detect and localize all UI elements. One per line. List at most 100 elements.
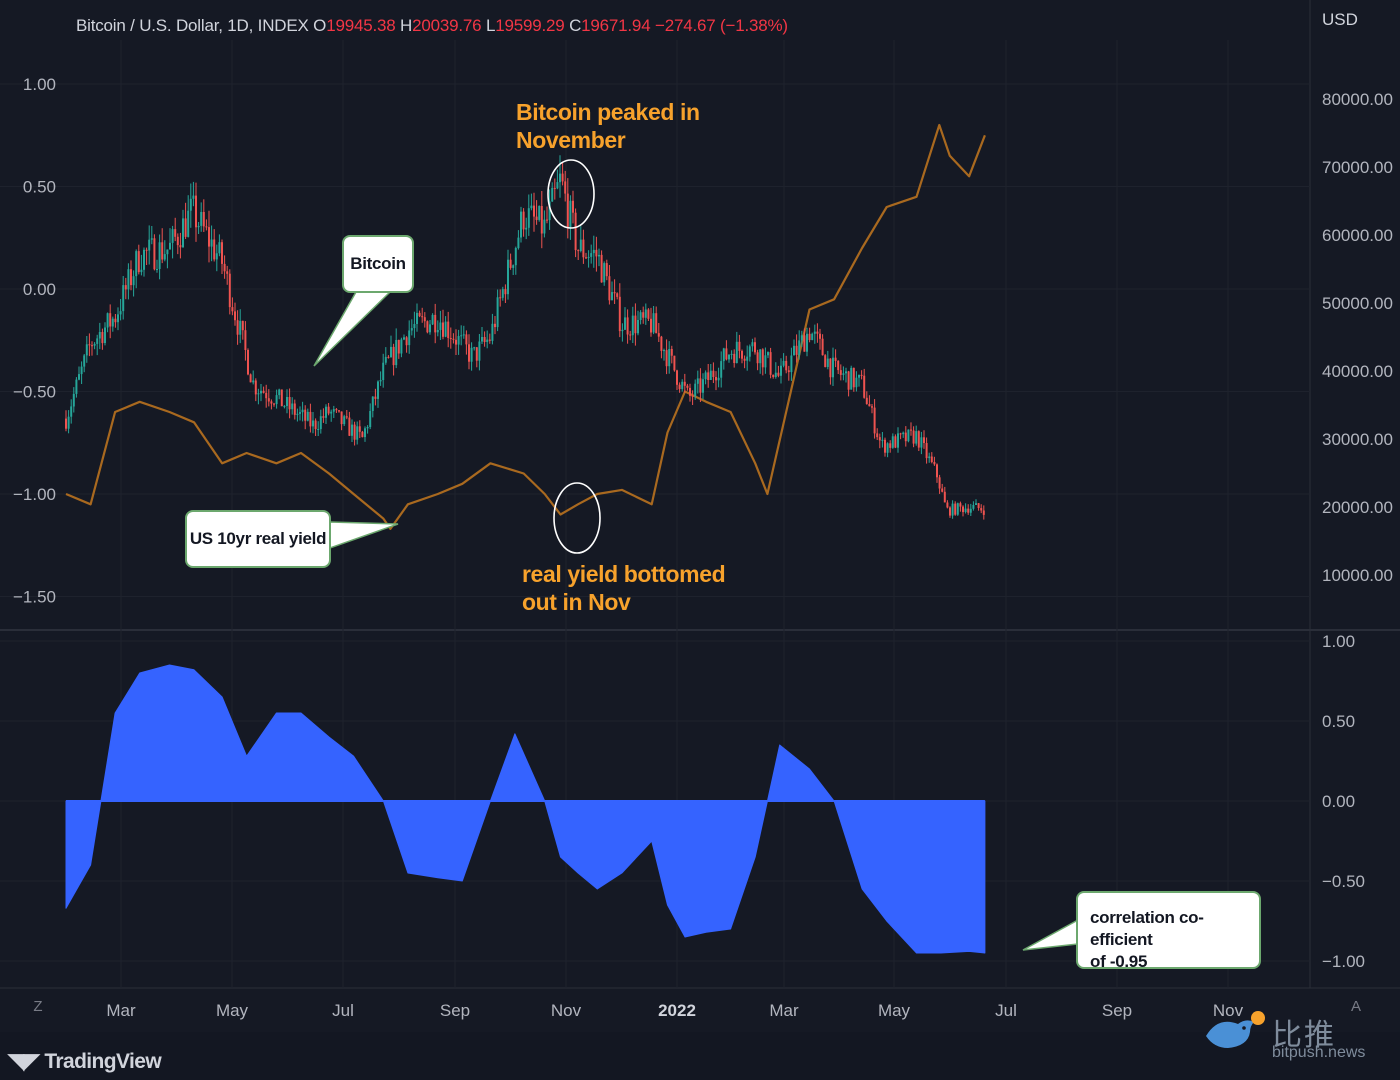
candle-body [304,409,307,421]
candle-body [878,437,881,441]
candle-body [639,312,642,320]
low-label: L [485,16,496,35]
candle-body [176,236,179,246]
time-tick-label: Jul [995,1001,1017,1020]
candle-body [296,413,299,415]
candle-body [605,263,608,277]
bitcoin-callout-pointer [313,291,392,367]
candle-body [109,313,112,327]
candle-body [496,297,499,328]
candle-body [78,374,80,380]
candle-body [977,503,980,508]
candle-body [902,432,905,435]
candle-body [475,347,478,361]
correlation-callout-line2: of -0.95 [1090,952,1148,971]
candle-body [104,327,106,343]
candle-body [257,393,260,395]
candle-body [512,265,515,268]
footer-bar [0,1032,1400,1080]
candle-body [390,346,392,358]
candle-body [101,332,104,344]
candle-body [348,417,351,436]
candle-body [330,411,333,414]
candle-body [738,341,741,351]
candle-body [83,355,86,367]
candle-body [478,341,481,361]
candle-body [280,389,283,407]
candle-body [288,397,291,410]
currency-label[interactable]: USD [1322,10,1358,29]
candle-body [644,309,647,318]
candle-body [314,420,317,430]
candle-body [904,432,907,442]
candle-body [384,356,387,363]
candle-body [577,250,580,252]
candle-body [93,343,96,346]
right-tick-label: 70000.00 [1322,158,1393,177]
candle-body [262,390,265,393]
right-tick-label: 40000.00 [1322,362,1393,381]
candle-body [845,371,847,374]
candle-body [855,377,858,388]
candle-body [223,263,226,272]
candle-body [616,293,619,297]
candle-body [244,330,247,350]
candle-body [707,372,710,380]
candle-body [369,411,372,427]
candle-body [301,409,304,413]
candle-body [829,358,832,378]
candle-body [332,409,335,412]
time-tick-label: Sep [1102,1001,1132,1020]
candle-body [694,383,697,397]
candle-body [676,370,678,385]
candle-body [777,372,780,376]
candle-body [202,212,205,227]
candle-body [530,205,533,209]
candle-body [153,238,156,270]
candle-body [637,320,639,334]
candle-body [774,372,777,377]
candle-body [790,355,793,373]
candle-body [590,253,593,257]
zoom-reset-button[interactable]: Z [33,998,43,1015]
candle-body [213,239,216,260]
candle-body [631,315,634,336]
candle-body [72,393,75,407]
candle-body [917,431,920,448]
candle-body [819,333,821,339]
candle-body [286,397,288,406]
candle-body [595,249,598,257]
candle-body [340,411,343,425]
candle-body [234,311,236,321]
correlation-callout-pointer [1022,918,1079,951]
candle-body [358,426,361,432]
candle-body [291,403,294,410]
candle-body [624,317,626,330]
open-value: 19945.38 [326,16,396,35]
yield-callout[interactable]: US 10yr real yield [185,510,331,568]
candle-body [169,242,171,250]
candle-body [421,316,424,318]
candle-body [249,374,252,383]
candle-body [894,436,897,448]
candle-body [660,336,663,351]
candle-body [611,292,613,301]
candle-body [408,330,411,346]
candle-body [306,411,309,421]
symbol-name[interactable]: Bitcoin / U.S. Dollar, 1D, INDEX [76,16,309,35]
candle-body [899,433,902,435]
tradingview-logo[interactable]: ◥◤ TradingView [8,1049,162,1074]
yield-bottom-annotation: real yield bottomed out in Nov [522,560,726,616]
corr-tick-label: 0.50 [1322,712,1355,731]
candle-body [192,195,195,199]
auto-scale-button[interactable]: A [1350,998,1361,1015]
candle-body [722,348,725,362]
bitcoin-callout[interactable]: Bitcoin [342,235,414,293]
left-tick-label: 0.00 [23,280,56,299]
candle-body [239,320,242,335]
candle-body [449,338,452,339]
candle-body [533,205,535,217]
candle-body [712,370,715,377]
correlation-callout[interactable]: correlation co-efficient of -0.95 [1076,891,1261,971]
candle-body [803,335,806,352]
